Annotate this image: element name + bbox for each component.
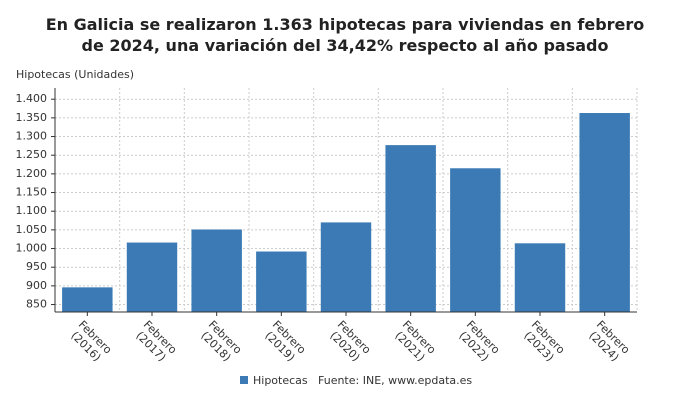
bar xyxy=(191,229,242,312)
y-tick-label: 900 xyxy=(26,279,47,292)
bar xyxy=(579,113,630,312)
y-tick-label: 1.150 xyxy=(16,186,48,199)
y-tick-label: 1.400 xyxy=(16,92,48,105)
bar xyxy=(256,251,307,312)
legend-swatch xyxy=(240,376,248,384)
chart-title: En Galicia se realizaron 1.363 hipotecas… xyxy=(45,15,645,55)
y-axis-label: Hipotecas (Unidades) xyxy=(16,68,134,81)
y-tick-label: 1.350 xyxy=(16,111,48,124)
legend-label: Hipotecas xyxy=(253,374,308,387)
bar xyxy=(320,222,372,312)
y-tick-label: 1.300 xyxy=(16,130,48,143)
source: Fuente: INE, www.epdata.es xyxy=(318,374,472,387)
bar xyxy=(126,242,178,312)
y-tick-label: 1.100 xyxy=(16,204,48,217)
y-tick-label: 1.050 xyxy=(16,223,48,236)
bar xyxy=(514,243,566,312)
bar xyxy=(62,287,113,312)
y-tick-label: 850 xyxy=(26,298,47,311)
y-tick-label: 1.200 xyxy=(16,167,48,180)
bar xyxy=(450,168,501,312)
y-tick-label: 1.250 xyxy=(16,148,48,161)
bar xyxy=(385,145,436,312)
y-tick-label: 1.000 xyxy=(16,242,48,255)
y-tick-label: 950 xyxy=(26,260,47,273)
